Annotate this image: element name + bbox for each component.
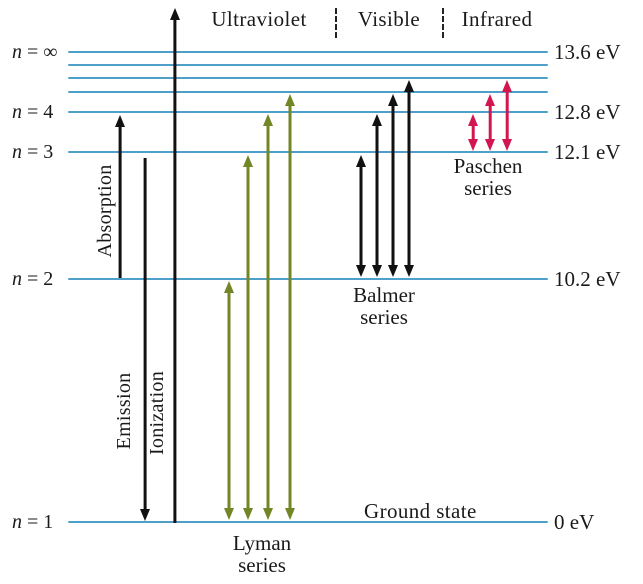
arrowhead-down-icon [468, 139, 478, 151]
lyman-transition-arrow-n1-n4 [261, 114, 275, 520]
arrowhead-down-icon [404, 265, 414, 277]
energy-value-label: 0 eV [554, 510, 595, 534]
arrowhead-up-icon [485, 94, 495, 106]
energy-level-line-n-7 [68, 64, 548, 67]
energy-value-label: 12.8 eV [554, 100, 621, 124]
lyman-series-label: Lyman series [202, 532, 322, 576]
energy-level-line-n-5 [68, 91, 548, 94]
emission-arrow [138, 158, 152, 521]
energy-value-label: 10.2 eV [554, 267, 621, 291]
energy-level-line-n-2 [68, 278, 548, 281]
level-label-n-2: n = 2 [12, 268, 54, 290]
lyman-transition-arrow-n1-n2 [222, 281, 236, 520]
ground-state-label: Ground state [364, 499, 477, 523]
arrowhead-up-icon [388, 94, 398, 106]
arrowhead-down-icon [502, 139, 512, 151]
absorption-arrow [113, 115, 127, 278]
region-separator-icon [442, 8, 444, 38]
lyman-transition-arrow-n1-n3 [241, 155, 255, 520]
energy-value-label: 12.1 eV [554, 140, 621, 164]
energy-level-line-n-4 [68, 111, 548, 114]
arrowhead-down-icon [285, 508, 295, 520]
balmer-series-label: Balmer series [324, 284, 444, 328]
arrowhead-up-icon [285, 94, 295, 106]
arrowhead-down-icon [388, 265, 398, 277]
level-label-n-∞: n = ∞ [12, 41, 58, 63]
arrowhead-down-icon [243, 508, 253, 520]
paschen-transition-arrow-n3-n4 [466, 114, 480, 151]
paschen-transition-arrow-n3-n6 [500, 80, 514, 151]
level-label-n-3: n = 3 [12, 141, 54, 163]
arrowhead-up-icon [170, 8, 180, 20]
arrowhead-up-icon [372, 114, 382, 126]
ionization-arrow [168, 8, 182, 523]
lyman-series-label-line1: Lyman [232, 531, 292, 555]
arrowhead-down-icon [485, 139, 495, 151]
arrowhead-up-icon [404, 80, 414, 92]
region-separator-icon [335, 8, 337, 38]
arrowhead-down-icon [224, 508, 234, 520]
arrowhead-up-icon [502, 80, 512, 92]
paschen-series-label-line2: series [464, 176, 512, 200]
energy-level-line-n-1 [68, 521, 548, 524]
region-label-ultraviolet: Ultraviolet [211, 7, 307, 31]
energy-level-line-n-∞ [68, 51, 548, 54]
level-label-n-4: n = 4 [12, 101, 54, 123]
energy-level-line-n-3 [68, 151, 548, 154]
arrowhead-up-icon [263, 114, 273, 126]
paschen-transition-arrow-n3-n5 [483, 94, 497, 151]
arrowhead-down-icon [140, 509, 150, 521]
arrowhead-down-icon [263, 508, 273, 520]
balmer-series-label-line1: Balmer [353, 283, 415, 307]
energy-level-line-n-6 [68, 77, 548, 80]
arrowhead-down-icon [372, 265, 382, 277]
balmer-transition-arrow-n2-n5 [386, 94, 400, 277]
region-label-visible: Visible [357, 7, 421, 31]
arrowhead-up-icon [243, 155, 253, 167]
balmer-transition-arrow-n2-n3 [354, 155, 368, 277]
region-label-infrared: Infrared [461, 7, 533, 31]
emission-label: Emission [113, 372, 135, 450]
arrowhead-up-icon [115, 115, 125, 127]
paschen-series-label-line1: Paschen [453, 154, 523, 178]
arrowhead-up-icon [468, 114, 478, 126]
arrowhead-up-icon [224, 281, 234, 293]
lyman-series-label-line2: series [238, 553, 286, 577]
balmer-transition-arrow-n2-n6 [402, 80, 416, 277]
ionization-label: Ionization [146, 370, 168, 456]
level-label-n-1: n = 1 [12, 511, 54, 533]
paschen-series-label: Paschen series [428, 155, 548, 199]
absorption-label: Absorption [94, 164, 116, 258]
arrowhead-up-icon [356, 155, 366, 167]
balmer-transition-arrow-n2-n4 [370, 114, 384, 277]
arrowhead-down-icon [356, 265, 366, 277]
lyman-transition-arrow-n1-n5 [283, 94, 297, 520]
balmer-series-label-line2: series [360, 305, 408, 329]
energy-value-label: 13.6 eV [554, 40, 621, 64]
